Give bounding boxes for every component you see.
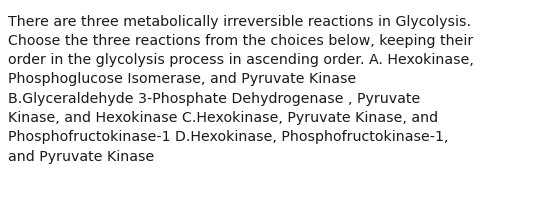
Text: There are three metabolically irreversible reactions in Glycolysis.
Choose the t: There are three metabolically irreversib… xyxy=(8,15,474,164)
